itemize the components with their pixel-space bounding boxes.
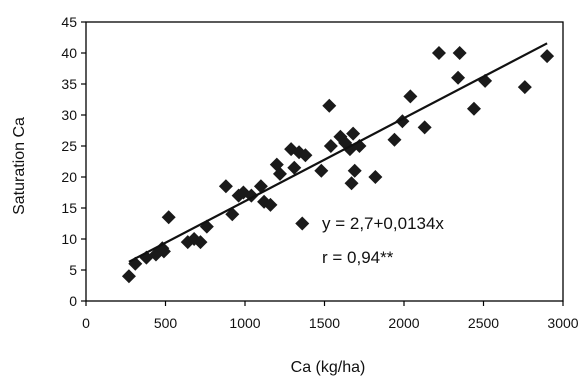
data-point (272, 166, 287, 181)
y-axis-title: Saturation Ca (11, 117, 28, 215)
y-tick-label: 45 (61, 14, 77, 30)
data-point (466, 101, 481, 116)
y-tick-label: 35 (61, 76, 77, 92)
data-point (347, 163, 362, 178)
data-point (403, 89, 418, 104)
data-point (121, 269, 136, 284)
data-point (295, 216, 310, 231)
y-tick-label: 20 (61, 169, 77, 185)
data-point (161, 210, 176, 225)
data-point (387, 132, 402, 147)
data-point (540, 49, 555, 64)
data-point (323, 139, 338, 153)
data-point (431, 46, 446, 60)
x-tick-label: 2000 (388, 315, 419, 331)
data-point (218, 179, 233, 194)
y-tick-label: 25 (61, 138, 77, 154)
data-point (193, 235, 208, 250)
data-point (368, 170, 383, 184)
data-point (451, 70, 466, 85)
regression-line (128, 42, 548, 263)
y-tick-label: 5 (69, 262, 77, 278)
data-point (452, 46, 467, 60)
data-point (314, 163, 329, 178)
x-tick-label: 1000 (229, 315, 260, 331)
x-axis-title: Ca (kg/ha) (291, 359, 366, 376)
data-point (346, 126, 361, 141)
data-point (344, 176, 359, 191)
axis-ticks: 0 5 10 15 20 25 30 35 40 45 0 500 1000 1500 2000 2500 30… (61, 14, 578, 331)
data-point (253, 179, 268, 194)
x-tick-label: 1500 (309, 315, 340, 331)
x-tick-label: 0 (82, 315, 90, 331)
data-point (156, 244, 171, 259)
data-markers (121, 42, 555, 284)
data-point (417, 120, 432, 135)
y-tick-label: 40 (61, 45, 77, 61)
data-point (263, 197, 278, 212)
x-tick-label: 500 (154, 315, 178, 331)
x-tick-label: 3000 (547, 315, 578, 331)
y-tick-label: 15 (61, 200, 77, 216)
y-tick-label: 0 (69, 293, 77, 309)
data-point (298, 148, 313, 163)
data-point (287, 160, 302, 175)
x-tick-label: 2500 (468, 315, 499, 331)
data-point (517, 80, 532, 95)
annotation-equation: y = 2,7+0,0134x (322, 214, 444, 233)
data-point (322, 98, 337, 113)
annotation-correlation: r = 0,94** (322, 248, 394, 267)
y-tick-label: 30 (61, 107, 77, 123)
y-tick-label: 10 (61, 231, 77, 247)
